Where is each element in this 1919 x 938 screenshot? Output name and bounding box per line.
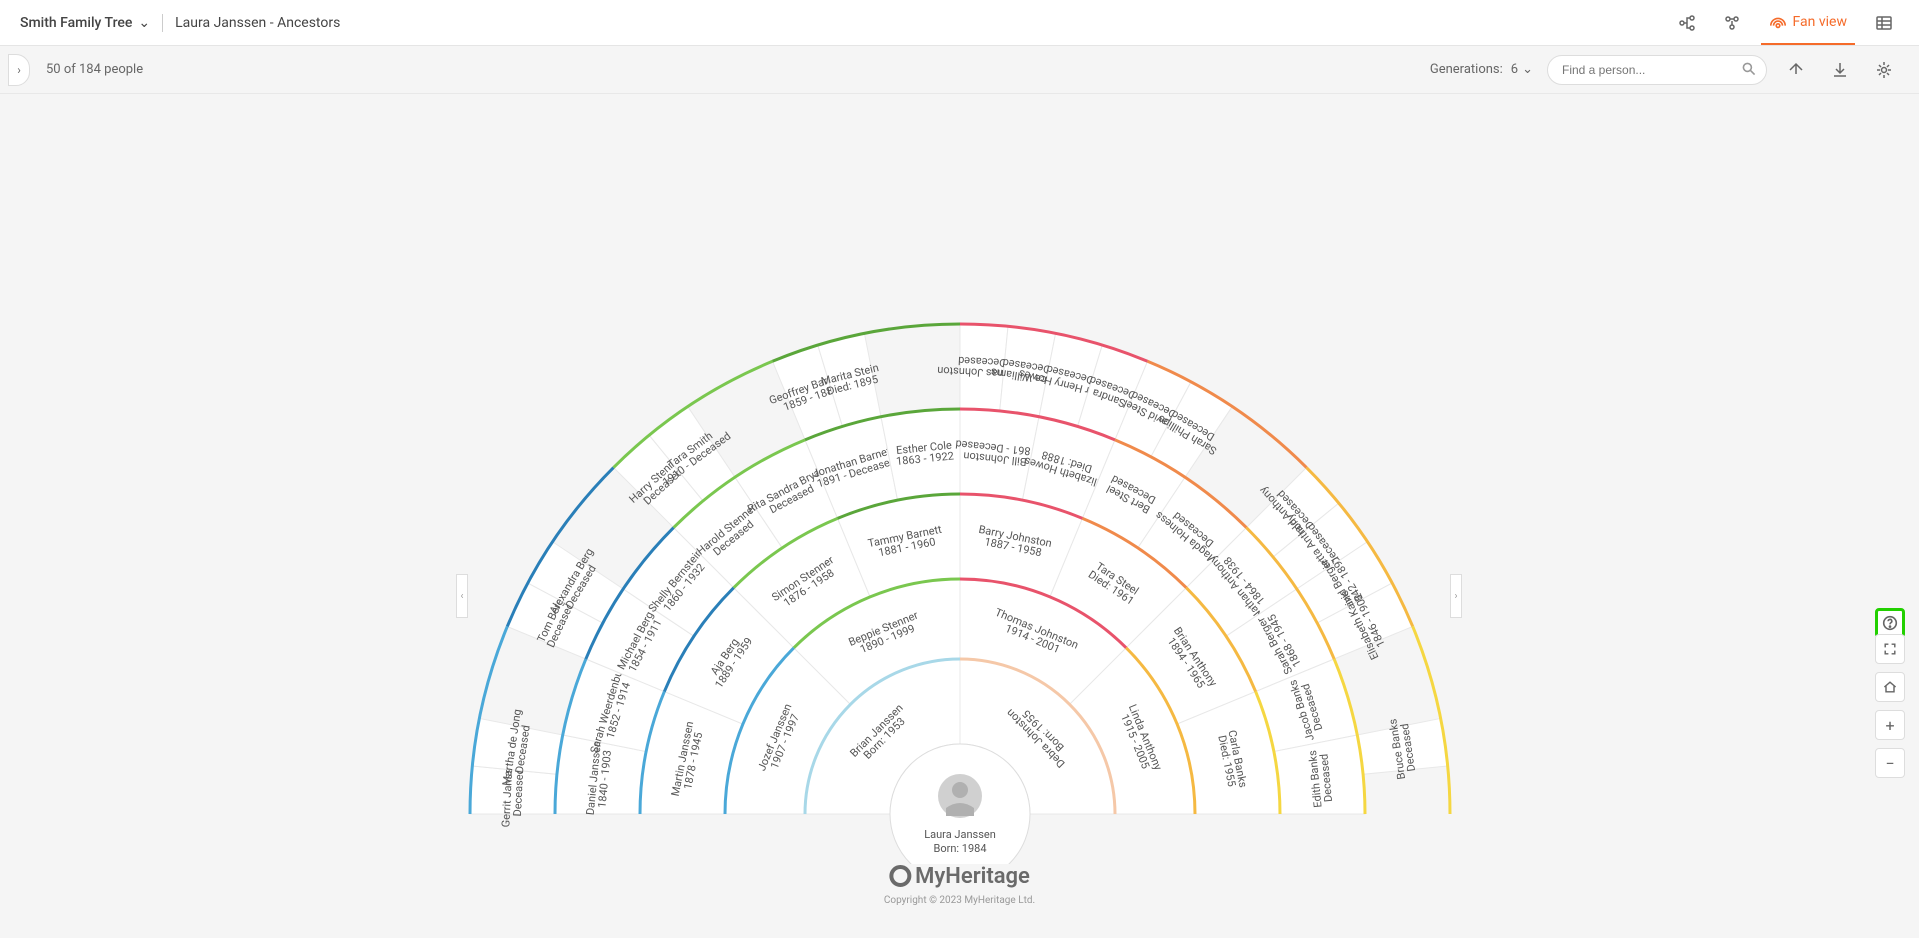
fan-chart: Brian JanssenBorn: 1953Debra JohnstonBor… (450, 304, 1470, 864)
breadcrumb-view: - Ancestors (270, 15, 341, 31)
divider (162, 14, 163, 32)
tree-name-label: Smith Family Tree (20, 15, 132, 31)
download-icon[interactable] (1825, 55, 1855, 85)
brand-footer: MyHeritage Copyright © 2023 MyHeritage L… (884, 864, 1035, 906)
logo-ring-icon (889, 865, 911, 887)
copyright-text: Copyright © 2023 MyHeritage Ltd. (884, 895, 1035, 906)
expand-right-handle[interactable]: › (1450, 574, 1462, 618)
family-view-icon[interactable] (1717, 8, 1747, 38)
home-button[interactable] (1875, 672, 1905, 702)
search-icon[interactable] (1741, 61, 1757, 81)
fullscreen-button[interactable] (1875, 634, 1905, 664)
header-left: Smith Family Tree ⌄ Laura Janssen - Ance… (20, 14, 340, 32)
center-dates: Born: 1984 (933, 842, 986, 855)
brand-name: MyHeritage (915, 864, 1030, 889)
fan-view-button[interactable]: Fan view (1761, 1, 1855, 45)
search-box (1547, 55, 1767, 85)
view-control-group: + − (1875, 634, 1905, 778)
chevron-down-icon: ⌄ (1522, 62, 1533, 77)
toolbar-left: › 50 of 184 people (8, 54, 143, 86)
generations-label: Generations: (1430, 62, 1503, 77)
settings-icon[interactable] (1869, 55, 1899, 85)
fan-view-label: Fan view (1793, 14, 1847, 30)
share-icon[interactable] (1781, 55, 1811, 85)
list-view-icon[interactable] (1869, 8, 1899, 38)
center-name: Laura Janssen (924, 828, 996, 841)
avatar-head (952, 782, 968, 798)
breadcrumb-person: Laura Janssen (175, 15, 266, 31)
zoom-out-button[interactable]: − (1875, 748, 1905, 778)
people-count: 50 of 184 people (46, 62, 143, 77)
tree-selector[interactable]: Smith Family Tree ⌄ (20, 15, 150, 31)
sidebar-expand-button[interactable]: › (8, 54, 30, 86)
toolbar-right: Generations: 6 ⌄ (1430, 55, 1899, 85)
pedigree-view-icon[interactable] (1673, 8, 1703, 38)
generations-value: 6 (1511, 62, 1518, 77)
zoom-in-button[interactable]: + (1875, 710, 1905, 740)
brand-logo: MyHeritage (884, 864, 1035, 889)
generations-selector[interactable]: 6 ⌄ (1511, 62, 1533, 77)
expand-left-handle[interactable]: ‹ (456, 574, 468, 618)
generations-control: Generations: 6 ⌄ (1430, 62, 1533, 77)
search-input[interactable] (1547, 55, 1767, 85)
breadcrumb: Laura Janssen - Ancestors (175, 15, 340, 31)
chart-canvas[interactable]: Brian JanssenBorn: 1953Debra JohnstonBor… (0, 94, 1919, 938)
toolbar: › 50 of 184 people Generations: 6 ⌄ (0, 46, 1919, 94)
header-bar: Smith Family Tree ⌄ Laura Janssen - Ance… (0, 0, 1919, 46)
chevron-down-icon: ⌄ (138, 15, 150, 31)
header-right: Fan view (1673, 1, 1899, 45)
